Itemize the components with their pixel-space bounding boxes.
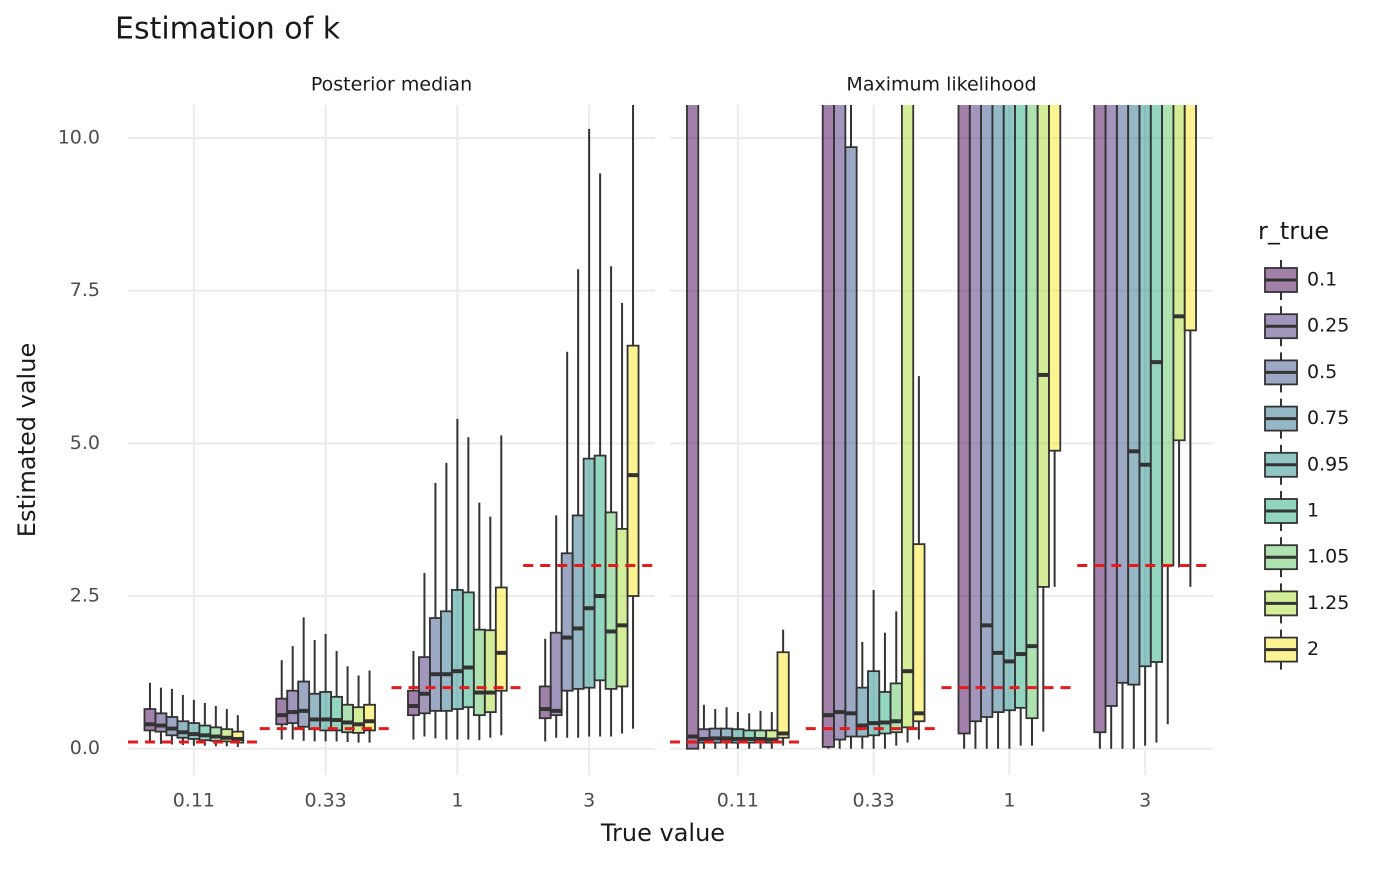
box [1014, 105, 1028, 709]
box [461, 591, 475, 709]
x-tick-label: 0.11 [717, 790, 759, 812]
box [560, 552, 574, 692]
box [1025, 105, 1039, 720]
facet-title: Posterior median [311, 74, 472, 96]
box [450, 589, 464, 710]
box [1138, 105, 1152, 668]
legend-label: 0.1 [1307, 269, 1337, 291]
box [571, 514, 585, 690]
chart-title: Estimation of k [115, 12, 341, 47]
legend-label: 1 [1307, 500, 1319, 522]
legend-label: 0.5 [1307, 361, 1337, 383]
box [901, 105, 915, 729]
x-tick-label: 0.11 [173, 790, 215, 812]
box [1149, 105, 1163, 663]
box [494, 586, 508, 692]
box [1183, 105, 1197, 332]
box [821, 105, 835, 748]
x-tick-label: 1 [451, 790, 463, 812]
x-tick-label: 3 [1139, 790, 1151, 812]
x-tick-label: 1 [1003, 790, 1015, 812]
y-tick-label: 7.5 [70, 279, 100, 301]
box [407, 689, 420, 717]
box [483, 629, 497, 713]
box [776, 651, 790, 739]
x-tick-label: 0.33 [852, 790, 894, 812]
box [604, 511, 618, 690]
box [187, 722, 201, 740]
legend-label: 2 [1307, 638, 1319, 660]
box [867, 670, 881, 737]
box [286, 689, 300, 724]
y-tick-label: 10.0 [58, 126, 100, 148]
y-tick-label: 2.5 [70, 585, 100, 607]
box [154, 712, 168, 733]
y-tick-label: 0.0 [70, 737, 100, 759]
box [1127, 105, 1141, 686]
box [593, 454, 607, 682]
y-axis-label: Estimated value [13, 343, 41, 537]
x-axis-label: True value [600, 819, 725, 847]
box [1048, 105, 1062, 452]
box [472, 628, 486, 717]
legend-label: 0.95 [1307, 453, 1349, 475]
box [686, 105, 700, 750]
box [615, 527, 629, 688]
box [991, 105, 1005, 713]
box [980, 105, 994, 718]
y-tick-label: 5.0 [70, 432, 100, 454]
box [957, 105, 971, 735]
box [198, 724, 212, 742]
box [440, 610, 453, 712]
legend-label: 0.25 [1307, 315, 1349, 337]
box [429, 617, 442, 712]
facet-panel [670, 105, 1213, 750]
box [297, 680, 311, 728]
box [176, 720, 190, 739]
x-tick-label: 0.33 [304, 790, 346, 812]
box [319, 691, 333, 732]
box [626, 344, 640, 597]
box [538, 685, 552, 720]
box [1104, 105, 1118, 707]
box [363, 703, 376, 732]
box [1161, 105, 1175, 567]
facet-title: Maximum likelihood [846, 74, 1036, 96]
box [143, 708, 157, 732]
legend-label: 1.25 [1307, 592, 1349, 614]
x-tick-label: 3 [583, 790, 595, 812]
box [889, 682, 903, 734]
box [833, 105, 847, 741]
legend-title: r_true [1258, 217, 1329, 245]
facet-panel [128, 105, 655, 747]
box [1002, 105, 1016, 712]
legend-label: 1.05 [1307, 546, 1349, 568]
box [1115, 105, 1130, 684]
box [549, 631, 563, 717]
box [330, 695, 343, 732]
box [308, 692, 322, 731]
box [165, 716, 179, 737]
box [582, 457, 596, 689]
box [844, 146, 858, 738]
box [418, 656, 431, 715]
box [968, 105, 982, 723]
box [1036, 105, 1050, 588]
box [209, 726, 223, 742]
box [1093, 105, 1107, 734]
box [1172, 105, 1186, 442]
box [275, 697, 289, 726]
legend-label: 0.75 [1307, 407, 1349, 429]
box [912, 543, 926, 723]
